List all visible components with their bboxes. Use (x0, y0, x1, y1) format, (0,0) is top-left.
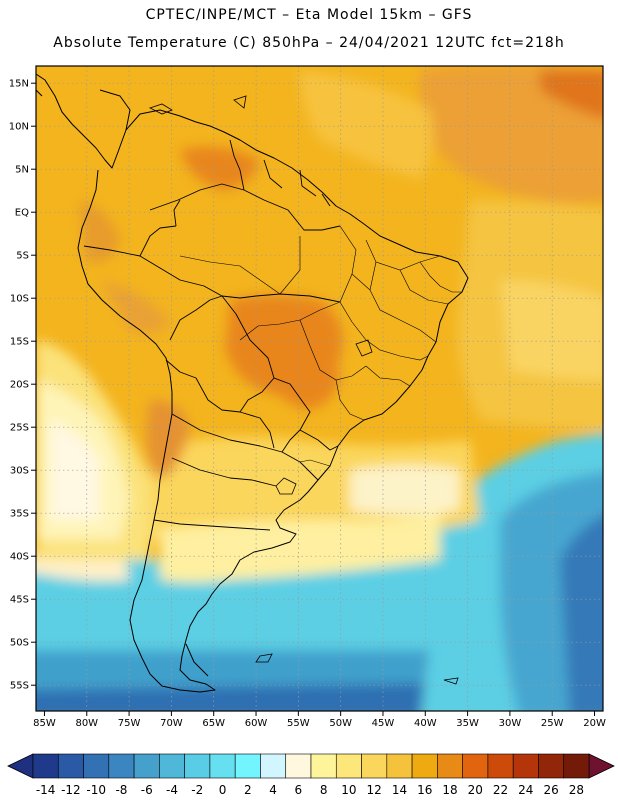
x-tick-label: 30W (499, 718, 522, 729)
latitude-axis: 15N 10N 5N EQ 5S 10S 15S 20S 25S 30S 35S 40S 45S 50S 5… (9, 79, 36, 692)
colorbar-label: -14 (36, 783, 56, 797)
y-tick-label: 25S (10, 423, 29, 434)
x-tick-label: 50W (329, 718, 352, 729)
y-tick-label: 10S (10, 294, 29, 305)
colorbar-label: -8 (115, 783, 127, 797)
y-tick-label: 50S (10, 638, 29, 649)
colorbar-swatch (512, 753, 539, 779)
x-tick-label: 25W (541, 718, 564, 729)
colorbar-label: 18 (442, 783, 457, 797)
x-tick-label: 40W (414, 718, 437, 729)
colorbar-label: 20 (468, 783, 483, 797)
colorbar-swatch (563, 753, 590, 779)
temperature-colorbar: -14 -12 -10 -8 -6 -4 -2 0 2 4 6 8 10 12 14 16 18 20 22 24 26… (7, 753, 615, 797)
map-frame (35, 65, 604, 712)
colorbar-label: -6 (141, 783, 153, 797)
x-tick-label: 85W (33, 718, 56, 729)
longitude-axis: 85W 80W 75W 70W 65W 60W 55W 50W 45W 40W 35W 30W 25W 2… (33, 711, 606, 729)
x-tick-label: 20W (583, 718, 606, 729)
y-tick-label: 55S (10, 681, 29, 692)
y-tick-label: 45S (10, 595, 29, 606)
colorbar-label: 12 (367, 783, 382, 797)
map-title-line2: Absolute Temperature (C) 850hPa – 24/04/… (53, 35, 565, 51)
colorbar-swatch (234, 753, 261, 779)
colorbar-label: 10 (341, 783, 356, 797)
colorbar-swatch (32, 753, 59, 779)
colorbar-swatch (108, 753, 135, 779)
y-tick-label: 30S (10, 466, 29, 477)
y-tick-label: EQ (15, 208, 29, 219)
y-tick-label: 5N (15, 165, 29, 176)
colorbar-label: -10 (86, 783, 106, 797)
colorbar-swatch (335, 753, 362, 779)
temperature-field (36, 66, 603, 711)
colorbar-under-arrow (7, 753, 34, 779)
x-tick-label: 55W (287, 718, 310, 729)
colorbar-swatch (538, 753, 565, 779)
colorbar-label: -4 (166, 783, 178, 797)
colorbar-label: 0 (219, 783, 227, 797)
state-borders (179, 225, 462, 467)
x-tick-label: 75W (118, 718, 141, 729)
x-tick-label: 35W (456, 718, 479, 729)
colorbar-swatch (285, 753, 312, 779)
colorbar-label: 6 (295, 783, 303, 797)
colorbar-label: -2 (191, 783, 203, 797)
colorbar-swatch (386, 753, 413, 779)
colorbar-label: 14 (392, 783, 407, 797)
colorbar-label: 4 (269, 783, 277, 797)
x-tick-label: 70W (160, 718, 183, 729)
x-tick-label: 80W (75, 718, 98, 729)
colorbar-swatch (159, 753, 185, 779)
colorbar-label: 22 (493, 783, 508, 797)
colorbar-swatch (310, 753, 337, 779)
coastline (36, 70, 469, 693)
colorbar-swatch (133, 753, 160, 779)
colorbar-swatch (462, 753, 489, 779)
y-tick-label: 15N (9, 79, 29, 90)
y-tick-label: 35S (10, 509, 29, 520)
x-tick-label: 45W (372, 718, 395, 729)
colorbar-swatch (209, 753, 236, 779)
colorbar-swatch (487, 753, 514, 779)
colorbar-label: -12 (61, 783, 81, 797)
y-tick-label: 15S (10, 337, 29, 348)
x-tick-label: 60W (245, 718, 268, 729)
y-tick-label: 5S (16, 251, 29, 262)
x-tick-label: 65W (202, 718, 225, 729)
y-tick-label: 40S (10, 552, 29, 563)
colorbar-over-arrow (588, 753, 615, 779)
islands-and-lakes (148, 95, 459, 685)
colorbar-swatch (437, 753, 463, 779)
lat-lon-grid (36, 66, 603, 711)
colorbar-label: 26 (543, 783, 558, 797)
colorbar-label: 28 (569, 783, 584, 797)
colorbar-label: 16 (417, 783, 432, 797)
colorbar-swatch (260, 753, 287, 779)
colorbar-label: 8 (320, 783, 328, 797)
colorbar-swatch (57, 753, 84, 779)
colorbar-label: 2 (244, 783, 252, 797)
map-title-line1: CPTEC/INPE/MCT – Eta Model 15km – GFS (145, 7, 473, 23)
colorbar-swatch (83, 753, 110, 779)
colorbar-swatch (411, 753, 438, 779)
y-tick-label: 10N (9, 122, 29, 133)
y-tick-label: 20S (10, 380, 29, 391)
colorbar-swatch (361, 753, 388, 779)
colorbar-swatch (184, 753, 211, 779)
colorbar-label: 24 (518, 783, 533, 797)
